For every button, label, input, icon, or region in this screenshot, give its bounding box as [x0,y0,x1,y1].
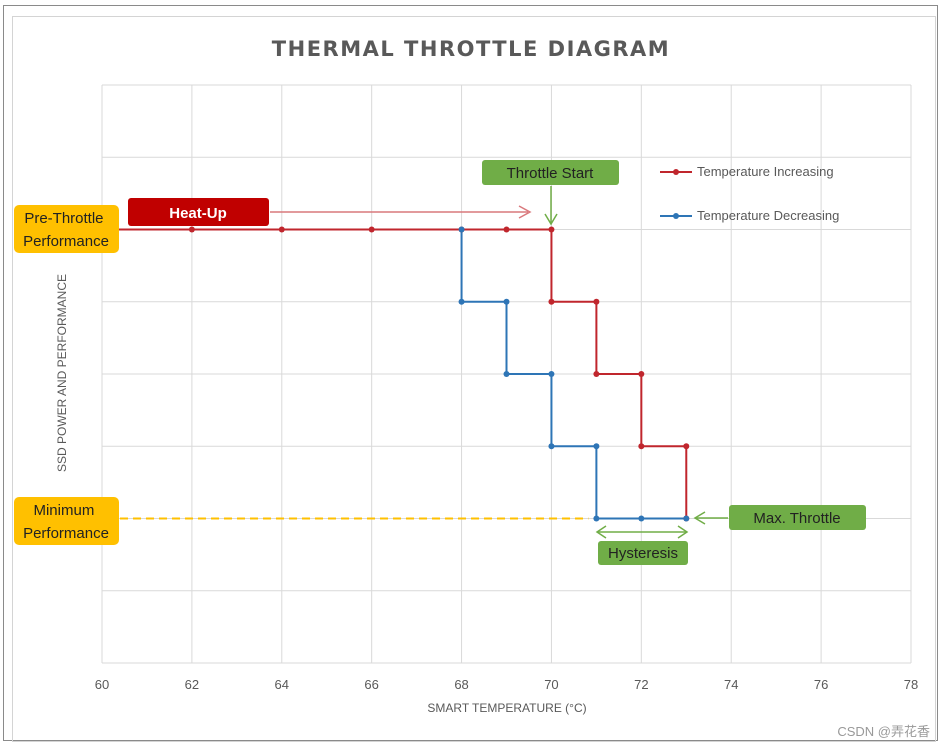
series-point [503,371,510,377]
x-tick-label: 66 [364,677,378,692]
legend-entry: Temperature Increasing [697,164,834,179]
x-tick-label: 76 [814,677,828,692]
series-point [368,226,375,233]
series-group [102,226,690,522]
minimum-performance-label: Minimum Performance [23,502,109,542]
max-throttle-arrowhead [693,511,706,525]
legend-swatch-point [673,169,679,175]
series-point [593,371,600,377]
series-point [683,515,690,522]
series-point [593,443,600,450]
series-point [458,298,465,305]
watermark: CSDN @弄花香 [837,724,930,739]
hysteresis-arrowhead-right [677,525,689,539]
series-point [278,226,285,233]
x-tick-label: 72 [634,677,648,692]
heat-up-box [128,198,269,226]
x-tick-label: 64 [275,677,289,692]
x-axis-label: SMART TEMPERATURE (°C) [427,701,586,715]
throttle-start-label: Throttle Start [507,165,595,182]
series-point [548,226,555,233]
pre-throttle-box [14,205,119,253]
pre-throttle-label: Pre-Throttle Performance [23,210,109,250]
series-point [548,371,555,377]
throttle-start-box [482,160,619,185]
x-tick-label: 60 [95,677,109,692]
minimum-performance-box [14,497,119,545]
series-point [548,298,555,305]
series-point [638,515,645,522]
series-point [503,298,510,305]
x-tick-label: 78 [904,677,918,692]
max-throttle-box [729,505,866,530]
legend: Temperature Increasing Temperature Decrea… [660,164,839,223]
x-tick-label: 62 [185,677,199,692]
series-point [548,443,555,450]
max-throttle-label: Max. Throttle [753,510,840,527]
heat-up-label: Heat-Up [169,205,227,222]
chart-frame [3,5,938,742]
chart-title: THERMAL THROTTLE DIAGRAM [272,37,670,61]
hysteresis-label: Hysteresis [608,545,678,562]
hysteresis-box [598,541,688,565]
x-tick-label: 68 [454,677,468,692]
legend-entry: Temperature Decreasing [697,208,839,223]
series-point [503,226,510,233]
series-point [458,226,465,233]
y-axis-label: SSD POWER AND PERFORMANCE [55,274,69,472]
series-point [638,371,645,377]
series-point [593,515,600,522]
x-tick-label: 70 [544,677,558,692]
x-tick-label: 74 [724,677,738,692]
series-point [593,298,600,305]
series-point [188,226,195,233]
series-point [683,443,690,450]
x-tick-labels: 60 62 64 66 68 70 72 74 76 78 [95,677,918,692]
throttle-start-arrowhead [544,213,558,226]
heat-up-arrowhead [518,205,532,219]
legend-swatch-point [673,213,679,219]
series-line [102,228,688,519]
series-line [460,229,687,520]
series-point [638,443,645,450]
chart-area-border [12,16,936,742]
hysteresis-arrowhead-left [595,525,607,539]
